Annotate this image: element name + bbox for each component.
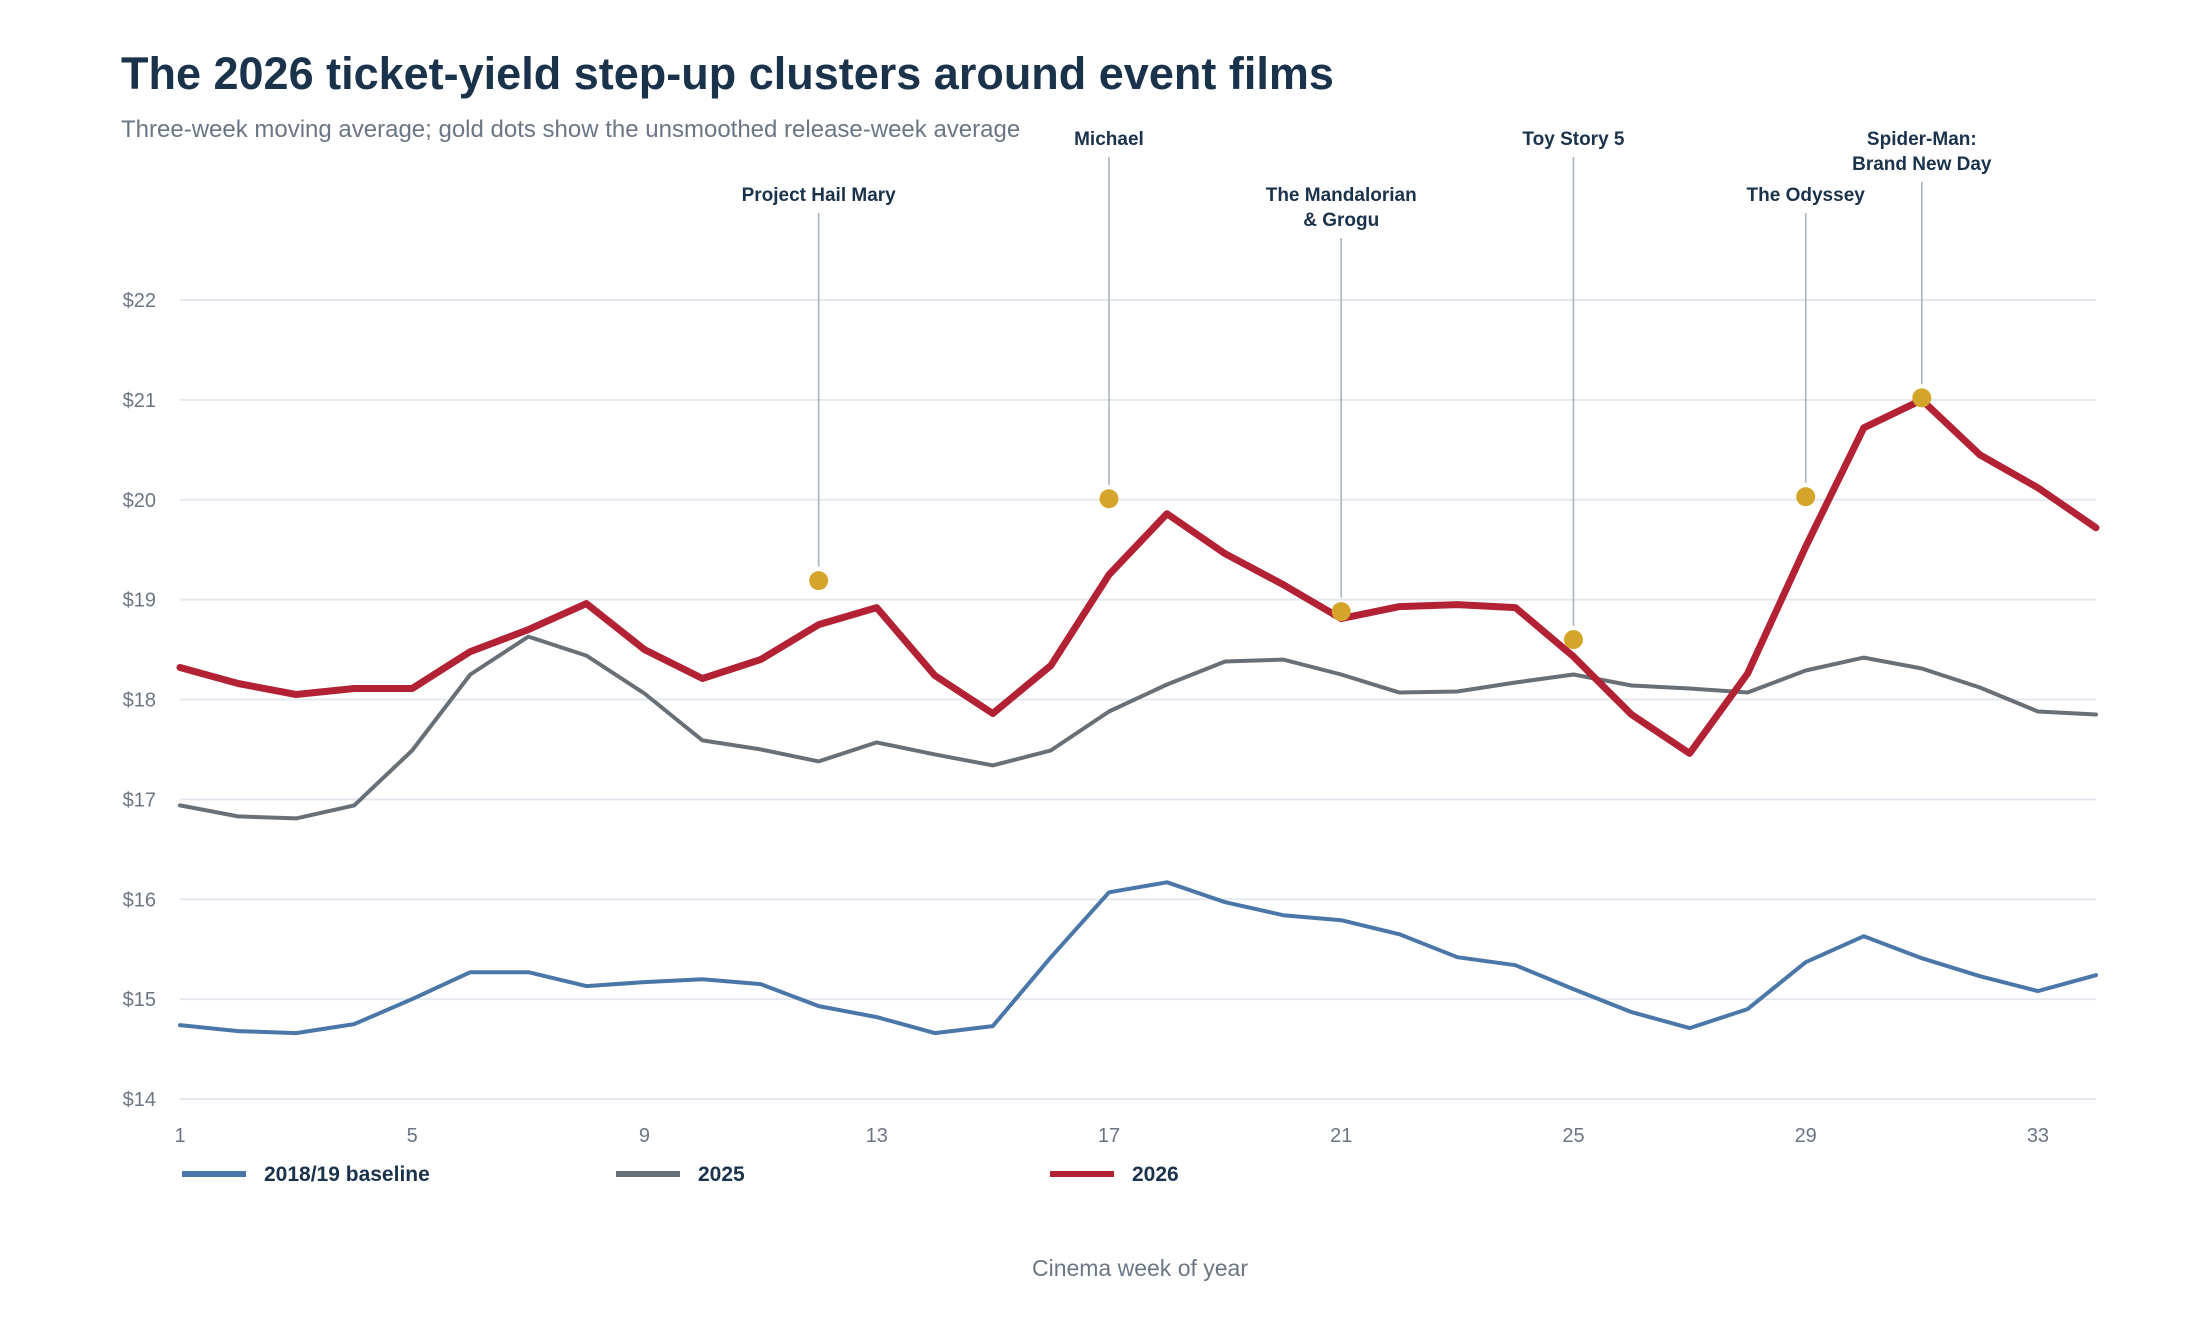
legend-label: 2025 (698, 1163, 745, 1186)
x-tick-label: 1 (174, 1125, 185, 1147)
annotation-label: The Odyssey (1747, 185, 1866, 206)
release-week-dot (1099, 489, 1119, 509)
release-week-dot (1563, 630, 1583, 650)
y-tick-label: $22 (123, 290, 156, 312)
x-tick-label: 5 (407, 1125, 418, 1147)
x-tick-label: 33 (2027, 1125, 2049, 1147)
y-tick-label: $21 (123, 390, 156, 412)
x-tick-label: 21 (1330, 1125, 1352, 1147)
x-tick-label: 9 (639, 1125, 650, 1147)
release-week-dot (1912, 388, 1932, 408)
annotation-label: Project Hail Mary (742, 185, 897, 206)
series-line-2 (178, 634, 2098, 821)
x-axis-label: Cinema week of year (1032, 1255, 1248, 1281)
legend-label: 2018/19 baseline (264, 1163, 430, 1186)
annotation-label: The Mandalorian (1266, 185, 1417, 206)
chart-subtitle: Three-week moving average; gold dots sho… (121, 116, 1021, 143)
annotation-label: Michael (1074, 129, 1144, 150)
annotation-label: Brand New Day (1852, 154, 1992, 175)
series-line-1 (178, 880, 2098, 1036)
x-tick-label: 17 (1098, 1125, 1120, 1147)
y-tick-label: $19 (123, 590, 156, 612)
y-tick-label: $15 (123, 989, 156, 1011)
legend-label: 2026 (1132, 1163, 1179, 1186)
y-tick-label: $14 (123, 1089, 156, 1111)
annotation-label: & Grogu (1303, 210, 1379, 231)
y-tick-label: $17 (123, 789, 156, 811)
y-tick-label: $18 (123, 690, 156, 712)
release-week-dot (809, 571, 829, 591)
release-week-dot (1331, 602, 1351, 622)
chart-title: The 2026 ticket-yield step-up clusters a… (121, 48, 1334, 99)
x-tick-label: 13 (866, 1125, 888, 1147)
x-tick-label: 25 (1562, 1125, 1584, 1147)
annotation-label: Toy Story 5 (1522, 129, 1624, 150)
series-line-3 (176, 396, 2100, 757)
release-week-dot (1796, 487, 1816, 507)
y-tick-label: $16 (123, 889, 156, 911)
x-tick-label: 29 (1795, 1125, 1817, 1147)
y-tick-label: $20 (123, 490, 156, 512)
annotation-label: Spider-Man: (1867, 129, 1977, 150)
